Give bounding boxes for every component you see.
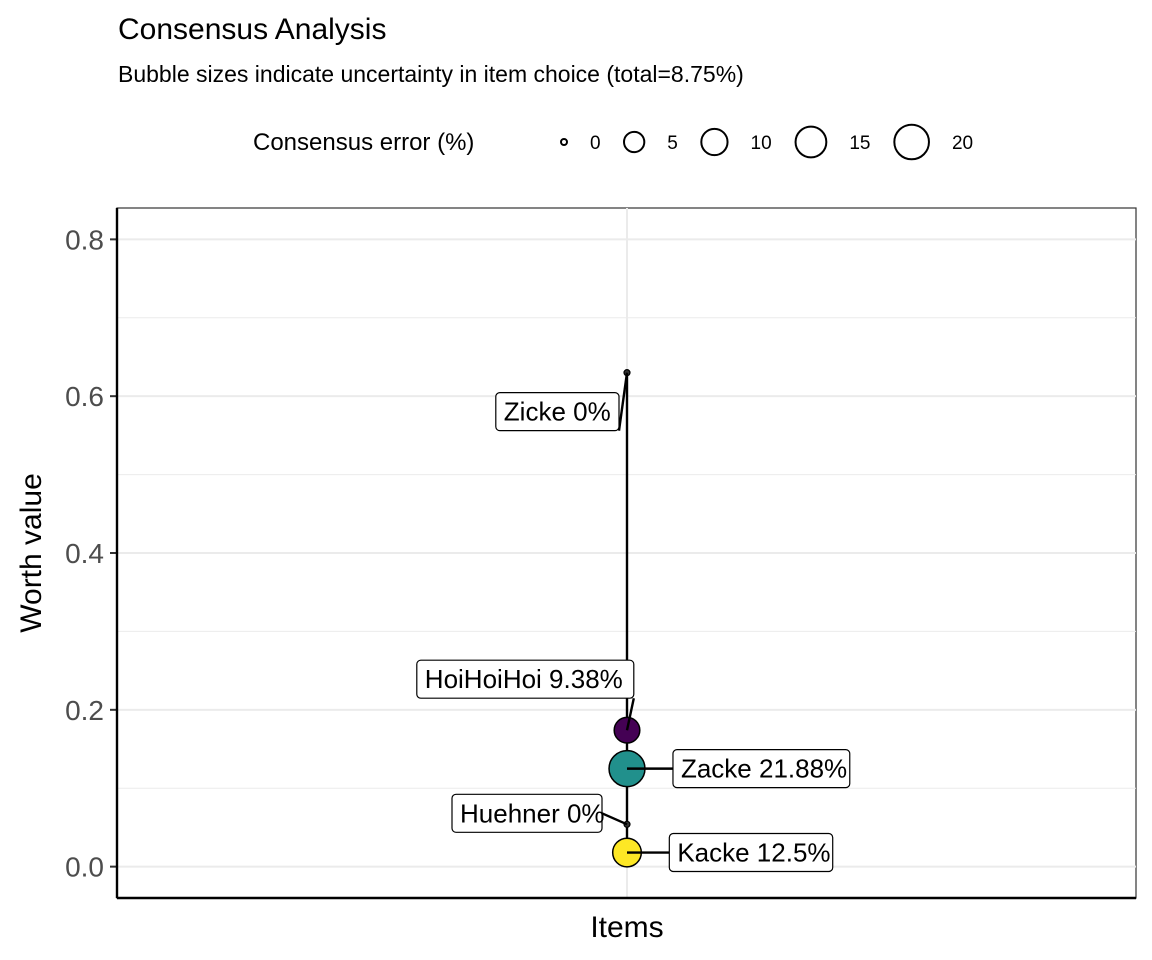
legend-label: 0: [590, 133, 601, 154]
point-label: Zacke 21.88%: [681, 754, 847, 784]
y-tick-label: 0.8: [65, 224, 104, 255]
point-label: Huehner 0%: [460, 798, 605, 828]
legend-label: 10: [751, 133, 772, 154]
label-leader-line: [601, 812, 628, 826]
point-label: Zicke 0%: [504, 397, 611, 427]
legend-title: Consensus error (%): [253, 129, 474, 156]
chart-title: Consensus Analysis: [118, 13, 386, 46]
legend-label: 20: [952, 133, 973, 154]
y-tick-label: 0.4: [65, 538, 104, 569]
label-box: [416, 659, 635, 699]
legend: Consensus error (%) 0 5 10 15 20: [253, 123, 973, 161]
y-tick-label: 0.6: [65, 381, 104, 412]
y-tick-label: 0.2: [65, 695, 104, 726]
legend-size-key: [623, 130, 646, 154]
label-box: [668, 832, 834, 873]
legend-size-key: [700, 127, 729, 157]
label-leader-line: [617, 372, 629, 431]
legend-size-key: [794, 125, 828, 159]
chart-subtitle: Bubble sizes indicate uncertainty in ite…: [118, 61, 744, 87]
legend-size-key: [893, 123, 930, 161]
y-axis-title: Worth value: [15, 473, 48, 633]
label-box: [451, 793, 603, 833]
label-box: [672, 749, 851, 789]
point-label: Kacke 12.5%: [677, 838, 830, 868]
legend-label: 5: [667, 133, 678, 154]
legend-size-key: [560, 138, 568, 146]
data-labels: Zicke 0% HoiHoiHoi 9.38% Zacke 21.88% Huehn…: [416, 372, 851, 873]
label-leader-line: [625, 697, 635, 731]
legend-label: 15: [849, 133, 870, 154]
label-box: [495, 392, 620, 432]
x-axis-title: Items: [590, 911, 663, 944]
y-axis: 0.0 0.2 0.4 0.6 0.8: [65, 224, 117, 883]
point-label: HoiHoiHoi 9.38%: [425, 664, 623, 694]
y-tick-label: 0.0: [65, 852, 104, 883]
